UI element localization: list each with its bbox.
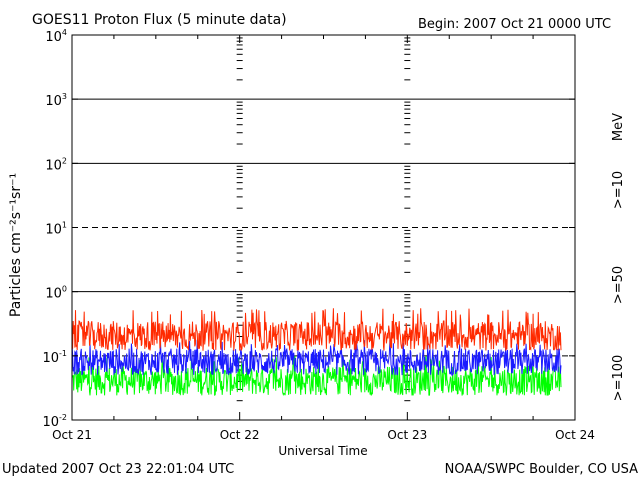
legend-series-100: >=100	[611, 355, 626, 402]
y-tick-label: 100	[45, 285, 67, 302]
x-axis-label: Universal Time	[278, 444, 367, 458]
updated-label: Updated 2007 Oct 23 22:01:04 UTC	[2, 462, 234, 477]
chart-title: GOES11 Proton Flux (5 minute data)	[32, 12, 287, 28]
grid	[72, 37, 575, 402]
source-label: NOAA/SWPC Boulder, CO USA	[445, 462, 638, 477]
x-tick-label: Oct 23	[387, 428, 427, 442]
y-tick-label: 102	[45, 156, 67, 173]
legend-series-50: >=50	[611, 266, 626, 304]
series-layer	[71, 308, 562, 397]
y-axis: 104 103 102 101 100 10-1 10-2	[42, 28, 575, 430]
x-tick-label: Oct 22	[220, 428, 260, 442]
y-tick-label: 104	[45, 28, 67, 45]
y-axis-label: Particles cm⁻²s⁻¹sr⁻¹	[8, 173, 24, 317]
x-tick-label: Oct 21	[52, 428, 92, 442]
y-tick-label: 10-2	[42, 413, 67, 430]
legend-units: MeV	[611, 113, 626, 141]
begin-label: Begin: 2007 Oct 21 0000 UTC	[418, 17, 611, 32]
x-tick-label: Oct 24	[555, 428, 595, 442]
series-line-50	[71, 339, 562, 377]
x-axis: Oct 21 Oct 22 Oct 23 Oct 24	[52, 35, 595, 442]
plot-frame	[71, 34, 576, 421]
series-line-10	[71, 308, 562, 351]
y-tick-label: 10-1	[42, 349, 67, 366]
y-tick-label: 103	[45, 92, 67, 109]
series-line-100	[71, 355, 562, 397]
legend-series-10: >=10	[611, 171, 626, 209]
y-tick-label: 101	[45, 221, 67, 238]
